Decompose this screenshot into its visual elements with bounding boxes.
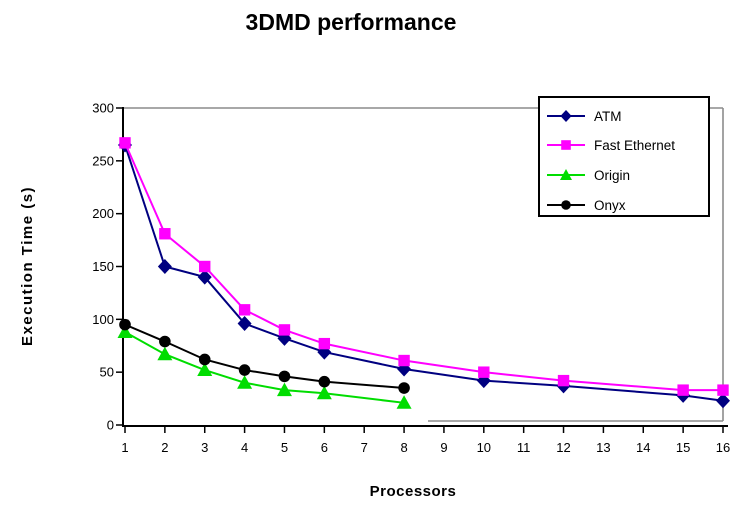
series-marker-onyx (119, 318, 131, 331)
x-tick-label: 15 (676, 440, 690, 455)
series-marker-origin (276, 382, 292, 397)
legend-label: Fast Ethernet (594, 137, 676, 153)
x-tick-label: 6 (321, 440, 328, 455)
series-marker-atm (157, 259, 172, 274)
legend-item-fast-ethernet: Fast Ethernet (547, 137, 675, 153)
series-marker-fast-ethernet (119, 137, 131, 149)
legend-item-onyx: Onyx (547, 197, 626, 213)
chart-title: 3DMD performance (245, 9, 457, 35)
x-tick-label: 7 (361, 440, 368, 455)
square-marker-icon (547, 140, 585, 150)
circle-marker-icon (547, 200, 585, 210)
triangle-marker-icon (547, 169, 585, 180)
series-marker-origin (316, 385, 332, 400)
legend-label: ATM (594, 108, 622, 124)
legend: ATM Fast Ethernet Origin Onyx (538, 96, 710, 217)
series-marker-fast-ethernet (278, 324, 291, 336)
series-marker-origin (157, 346, 173, 361)
series-marker-atm (197, 269, 212, 285)
y-tick-label: 0 (107, 418, 114, 433)
legend-marker (560, 110, 572, 122)
x-tick-label: 5 (281, 440, 288, 455)
y-tick-label: 250 (92, 153, 114, 168)
legend-marker (561, 200, 571, 210)
x-tick-label: 8 (400, 440, 407, 455)
y-tick-label: 100 (92, 312, 114, 327)
series-marker-onyx (398, 382, 410, 394)
series-marker-fast-ethernet (398, 354, 410, 367)
legend-item-origin: Origin (547, 167, 630, 183)
x-tick-label: 3 (201, 440, 208, 455)
series-marker-origin (396, 395, 412, 409)
legend-item-atm: ATM (547, 108, 622, 124)
x-tick-label: 14 (636, 440, 650, 455)
y-tick-label: 200 (92, 206, 114, 221)
series-marker-fast-ethernet (677, 384, 689, 396)
series-marker-atm (716, 393, 730, 409)
x-tick-label: 10 (477, 440, 491, 455)
series-marker-fast-ethernet (318, 337, 331, 350)
series-marker-onyx (198, 353, 211, 366)
diamond-marker-icon (547, 110, 585, 122)
series-marker-atm (237, 316, 252, 332)
series-marker-origin (237, 375, 253, 389)
x-tick-label: 12 (556, 440, 570, 455)
series-marker-fast-ethernet (557, 374, 570, 387)
series-marker-fast-ethernet (238, 304, 251, 316)
legend-marker (561, 140, 571, 150)
x-tick-label: 16 (716, 440, 730, 455)
series-marker-origin (197, 362, 213, 377)
series-marker-fast-ethernet (159, 228, 171, 240)
series-marker-onyx (278, 370, 291, 383)
series-marker-fast-ethernet (717, 384, 729, 396)
series-marker-onyx (318, 375, 331, 388)
x-tick-label: 9 (440, 440, 447, 455)
series-marker-onyx (238, 364, 251, 376)
series-marker-fast-ethernet (478, 366, 490, 378)
series-marker-origin (117, 324, 133, 339)
x-tick-label: 4 (241, 440, 248, 455)
y-tick-label: 150 (92, 259, 114, 274)
x-tick-label: 13 (596, 440, 610, 455)
x-tick-label: 2 (161, 440, 168, 455)
legend-marker (560, 169, 572, 180)
series-marker-onyx (159, 335, 171, 348)
y-tick-label: 50 (100, 365, 114, 380)
legend-label: Onyx (594, 197, 626, 213)
legend-label: Origin (594, 167, 631, 183)
x-tick-label: 1 (121, 440, 128, 455)
x-tick-label: 11 (517, 440, 531, 455)
x-axis-title: Processors (369, 483, 457, 500)
series-marker-fast-ethernet (199, 260, 211, 273)
y-tick-label: 300 (92, 101, 114, 116)
